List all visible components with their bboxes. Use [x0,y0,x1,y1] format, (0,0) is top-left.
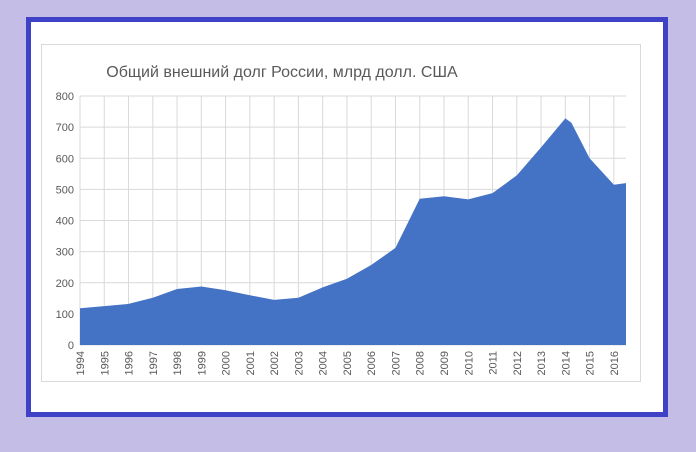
x-tick-label: 2001 [245,351,257,375]
x-tick-label: 2004 [318,351,330,375]
y-tick-label: 100 [56,309,74,321]
y-tick-label: 0 [68,340,74,352]
y-axis-ticks: 0 100 200 300 400 500 600 700 800 [56,91,74,352]
x-tick-label: 2013 [536,351,548,375]
chart-title: Общий внешний долг России, млрд долл. СШ… [106,64,458,81]
area-chart: Общий внешний долг России, млрд долл. СШ… [56,64,626,375]
x-tick-label: 2008 [415,351,427,375]
y-tick-label: 600 [56,153,74,165]
x-tick-label: 2000 [221,351,233,375]
x-tick-label: 1996 [124,351,136,375]
x-tick-label: 2003 [293,351,305,375]
x-tick-label: 2005 [342,351,354,375]
x-tick-label: 2012 [512,351,524,375]
x-tick-label: 2007 [390,351,402,375]
x-tick-label: 1997 [148,351,160,375]
chart-container: Общий внешний долг России, млрд долл. СШ… [41,44,641,382]
y-tick-label: 800 [56,91,74,103]
x-tick-label: 1998 [172,351,184,375]
x-tick-label: 1994 [75,351,87,375]
y-tick-label: 500 [56,184,74,196]
x-tick-label: 2010 [463,351,475,375]
x-tick-label: 2014 [560,351,572,375]
y-tick-label: 200 [56,278,74,290]
x-tick-label: 2006 [366,351,378,375]
outer-frame: Общий внешний долг России, млрд долл. СШ… [26,17,668,417]
area-fill [80,118,626,345]
y-tick-label: 700 [56,122,74,134]
area-series [80,118,626,345]
x-tick-label: 2016 [609,351,621,375]
x-tick-label: 2015 [585,351,597,375]
x-tick-label: 2009 [439,351,451,375]
x-tick-label: 1995 [99,351,111,375]
x-axis-ticks: 1994 1995 1996 1997 1998 1999 2000 2001 2002 2003… [75,351,621,375]
y-tick-label: 300 [56,247,74,259]
y-tick-label: 400 [56,216,74,228]
x-tick-label: 2011 [488,351,500,375]
x-tick-label: 1999 [196,351,208,375]
x-tick-label: 2002 [269,351,281,375]
